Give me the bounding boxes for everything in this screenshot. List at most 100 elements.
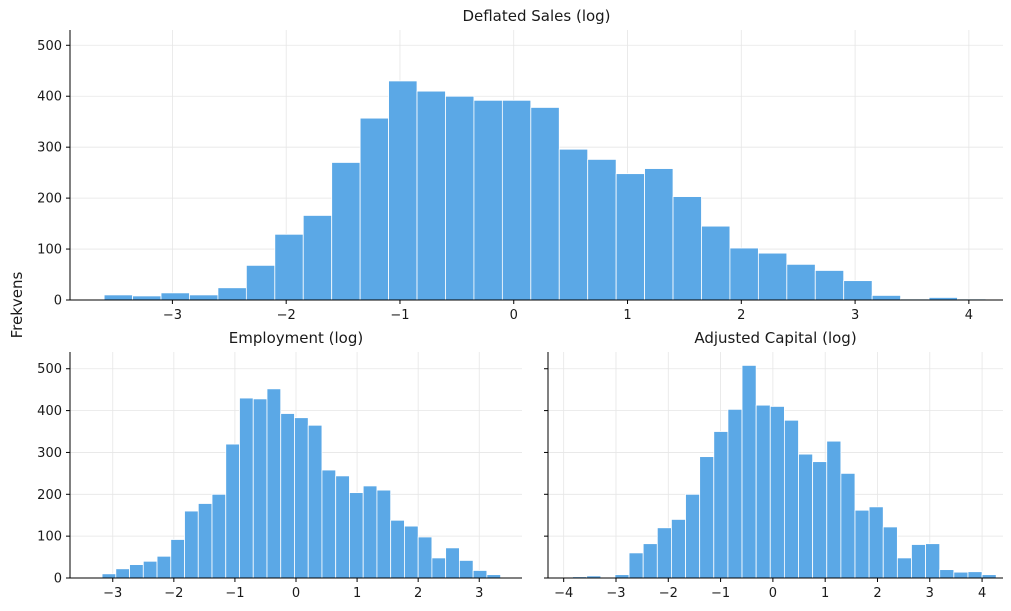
deflated-sales-bar-19	[644, 168, 674, 301]
adjusted-capital-bar-23	[882, 526, 898, 579]
adjusted-capital-bar-14	[755, 404, 771, 579]
employment-bar-22	[390, 519, 405, 579]
adjusted-capital-bar-13	[741, 364, 757, 579]
adjusted-capital-xtick-label-5: 1	[821, 586, 829, 601]
adjusted-capital-panel: −4 −3 −2 −1 0 1 2 3 4 Adjusted Capital (log)	[544, 329, 1003, 601]
employment-bar-29	[486, 574, 502, 579]
adjusted-capital-bar-19	[826, 440, 842, 579]
adjusted-capital-bar-8	[671, 519, 686, 579]
adjusted-capital-bar-18	[812, 461, 828, 579]
employment-bar-12	[252, 398, 268, 579]
figure-ylabel: Frekvens	[8, 271, 26, 338]
adjusted-capital-bar-6	[642, 543, 658, 579]
adjusted-capital-bar-27	[939, 569, 955, 579]
adjusted-capital-xtick-label-2: −2	[659, 586, 678, 601]
deflated-sales-bar-6	[274, 233, 304, 301]
employment-bar-28	[472, 570, 488, 579]
adjusted-capital-bar-28	[953, 571, 969, 579]
deflated-sales-xtick-label-3: 0	[510, 308, 518, 323]
employment-bar-2	[115, 568, 130, 579]
adjusted-capital-xtick-label-7: 3	[926, 586, 934, 601]
employment-bars	[87, 388, 502, 579]
deflated-sales-bar-24	[786, 263, 816, 301]
deflated-sales-bar-10	[388, 80, 418, 301]
adjusted-capital-xtick-label-4: 0	[769, 586, 777, 601]
deflated-sales-grid	[70, 30, 1003, 301]
employment-xtick-label-4: 1	[353, 586, 361, 601]
deflated-sales-bar-13	[473, 99, 503, 301]
employment-bar-6	[170, 539, 185, 579]
employment-bar-7	[184, 510, 199, 579]
employment-bar-11	[239, 397, 254, 579]
employment-bar-18	[335, 475, 350, 579]
employment-bar-17	[321, 469, 337, 579]
deflated-sales-bar-11	[416, 90, 446, 301]
employment-bar-20	[362, 485, 378, 579]
deflated-sales-ytick-label-1: 100	[37, 243, 62, 258]
deflated-sales-xtick-label-1: −2	[277, 308, 296, 323]
employment-xtick-label-2: −1	[225, 586, 244, 601]
employment-ytick-label-4: 400	[37, 404, 62, 419]
deflated-sales-bar-2	[160, 292, 190, 301]
deflated-sales-xtick-label-6: 3	[851, 308, 859, 323]
deflated-sales-bar-22	[729, 247, 759, 301]
adjusted-capital-xtick-label-6: 2	[873, 586, 881, 601]
deflated-sales-bar-9	[359, 117, 389, 301]
employment-bar-21	[376, 489, 392, 579]
employment-xtick-label-5: 2	[414, 586, 422, 601]
deflated-sales-bar-8	[331, 162, 361, 301]
deflated-sales-bar-3	[189, 294, 219, 301]
deflated-sales-bars	[103, 80, 987, 301]
adjusted-capital-bar-25	[911, 544, 926, 579]
employment-bar-27	[458, 560, 474, 579]
employment-bar-8	[197, 503, 213, 579]
employment-bar-23	[404, 525, 419, 579]
employment-title: Employment (log)	[229, 329, 363, 347]
adjusted-capital-bar-4	[614, 574, 630, 579]
employment-bar-14	[280, 413, 295, 579]
adjusted-capital-xtick-label-8: 4	[978, 586, 986, 601]
adjusted-capital-bar-26	[925, 543, 941, 579]
adjusted-capital-xtick-label-1: −3	[606, 586, 625, 601]
deflated-sales-bar-17	[587, 158, 617, 301]
employment-bar-10	[225, 443, 240, 579]
adjusted-capital-bar-16	[783, 419, 799, 579]
employment-bar-24	[417, 536, 433, 579]
employment-bar-13	[266, 388, 282, 579]
deflated-sales-bar-4	[217, 287, 247, 301]
adjusted-capital-bar-5	[628, 552, 644, 579]
deflated-sales-ytick-label-5: 500	[37, 39, 62, 54]
employment-xtick-label-3: 0	[292, 586, 300, 601]
employment-ytick-label-1: 100	[37, 530, 62, 545]
deflated-sales-xtick-label-7: 4	[965, 308, 973, 323]
employment-panel: −3 −2 −1 0 1 2 3 0 100 200 300 400 500 Employment (lo…	[37, 329, 522, 601]
employment-bar-3	[129, 564, 144, 579]
employment-bar-16	[307, 424, 323, 579]
deflated-sales-bar-23	[757, 252, 788, 301]
employment-ytick-label-5: 500	[37, 362, 62, 377]
deflated-sales-bar-20	[672, 196, 702, 301]
adjusted-capital-bar-24	[896, 557, 912, 579]
deflated-sales-ytick-label-0: 0	[54, 294, 62, 309]
adjusted-capital-bar-29	[967, 571, 983, 579]
deflated-sales-xtick-label-0: −3	[163, 308, 182, 323]
deflated-sales-bar-21	[701, 225, 731, 301]
adjusted-capital-xtick-label-3: −1	[711, 586, 730, 601]
employment-bar-9	[211, 493, 227, 579]
employment-xtick-label-1: −2	[164, 586, 183, 601]
deflated-sales-bar-18	[615, 173, 645, 301]
adjusted-capital-bar-10	[699, 456, 715, 579]
employment-bar-1	[101, 573, 117, 579]
deflated-sales-ytick-label-4: 400	[37, 90, 62, 105]
deflated-sales-xtick-label-4: 1	[623, 308, 631, 323]
deflated-sales-bar-25	[814, 270, 845, 301]
deflated-sales-bar-5	[245, 264, 276, 301]
employment-ytick-label-2: 200	[37, 488, 62, 503]
deflated-sales-bar-1	[132, 295, 162, 301]
deflated-sales-bar-12	[445, 95, 475, 301]
deflated-sales-bar-16	[558, 148, 589, 301]
adjusted-capital-xtick-label-0: −4	[554, 586, 573, 601]
employment-bar-5	[156, 555, 172, 579]
deflated-sales-xtick-label-2: −1	[390, 308, 409, 323]
